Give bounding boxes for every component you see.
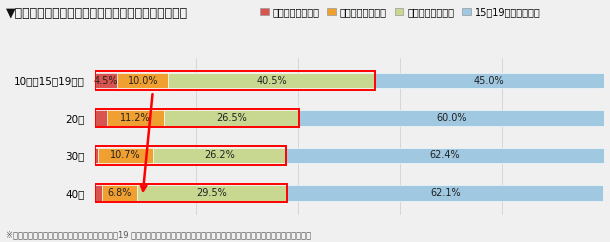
Bar: [164, 110, 299, 126]
Bar: [168, 73, 375, 88]
Text: ※適切な比較を行うため、各年代から「小学校～19 歳まで」にコンタクト利用を開始したという回答を抽出し、その構成割合を掲載: ※適切な比較を行うため、各年代から「小学校～19 歳まで」にコンタクト利用を開始…: [6, 231, 311, 240]
Bar: [95, 185, 102, 201]
Bar: [95, 146, 286, 165]
Text: 10.0%: 10.0%: [127, 76, 158, 86]
Legend: 小学校低学年から, 小学校高学年から, 中学生のときから, 15～19歳のときから: 小学校低学年から, 小学校高学年から, 中学生のときから, 15～19歳のときか…: [256, 3, 544, 21]
Bar: [95, 148, 98, 163]
Bar: [102, 185, 137, 201]
Bar: [287, 185, 603, 201]
Bar: [95, 73, 118, 88]
Bar: [118, 73, 168, 88]
Bar: [95, 109, 299, 127]
Text: 29.5%: 29.5%: [196, 188, 228, 198]
Text: 45.0%: 45.0%: [474, 76, 504, 86]
Text: 60.0%: 60.0%: [436, 113, 467, 123]
Text: ▼コンタクトの利用開始時期について（世代別比較）: ▼コンタクトの利用開始時期について（世代別比較）: [6, 7, 188, 20]
Text: 40.5%: 40.5%: [256, 76, 287, 86]
Text: 62.1%: 62.1%: [430, 188, 461, 198]
Bar: [98, 148, 152, 163]
Text: 26.2%: 26.2%: [204, 151, 235, 160]
Text: 4.5%: 4.5%: [94, 76, 118, 86]
Text: 6.8%: 6.8%: [107, 188, 132, 198]
Bar: [95, 183, 287, 202]
Bar: [286, 148, 604, 163]
Text: 10.7%: 10.7%: [110, 151, 141, 160]
Bar: [95, 110, 107, 126]
Bar: [375, 73, 604, 88]
Bar: [152, 148, 286, 163]
Text: 11.2%: 11.2%: [120, 113, 151, 123]
Text: 62.4%: 62.4%: [429, 151, 461, 160]
Bar: [299, 110, 605, 126]
Bar: [107, 110, 164, 126]
Text: 26.5%: 26.5%: [216, 113, 246, 123]
Bar: [95, 71, 375, 90]
Bar: [137, 185, 287, 201]
